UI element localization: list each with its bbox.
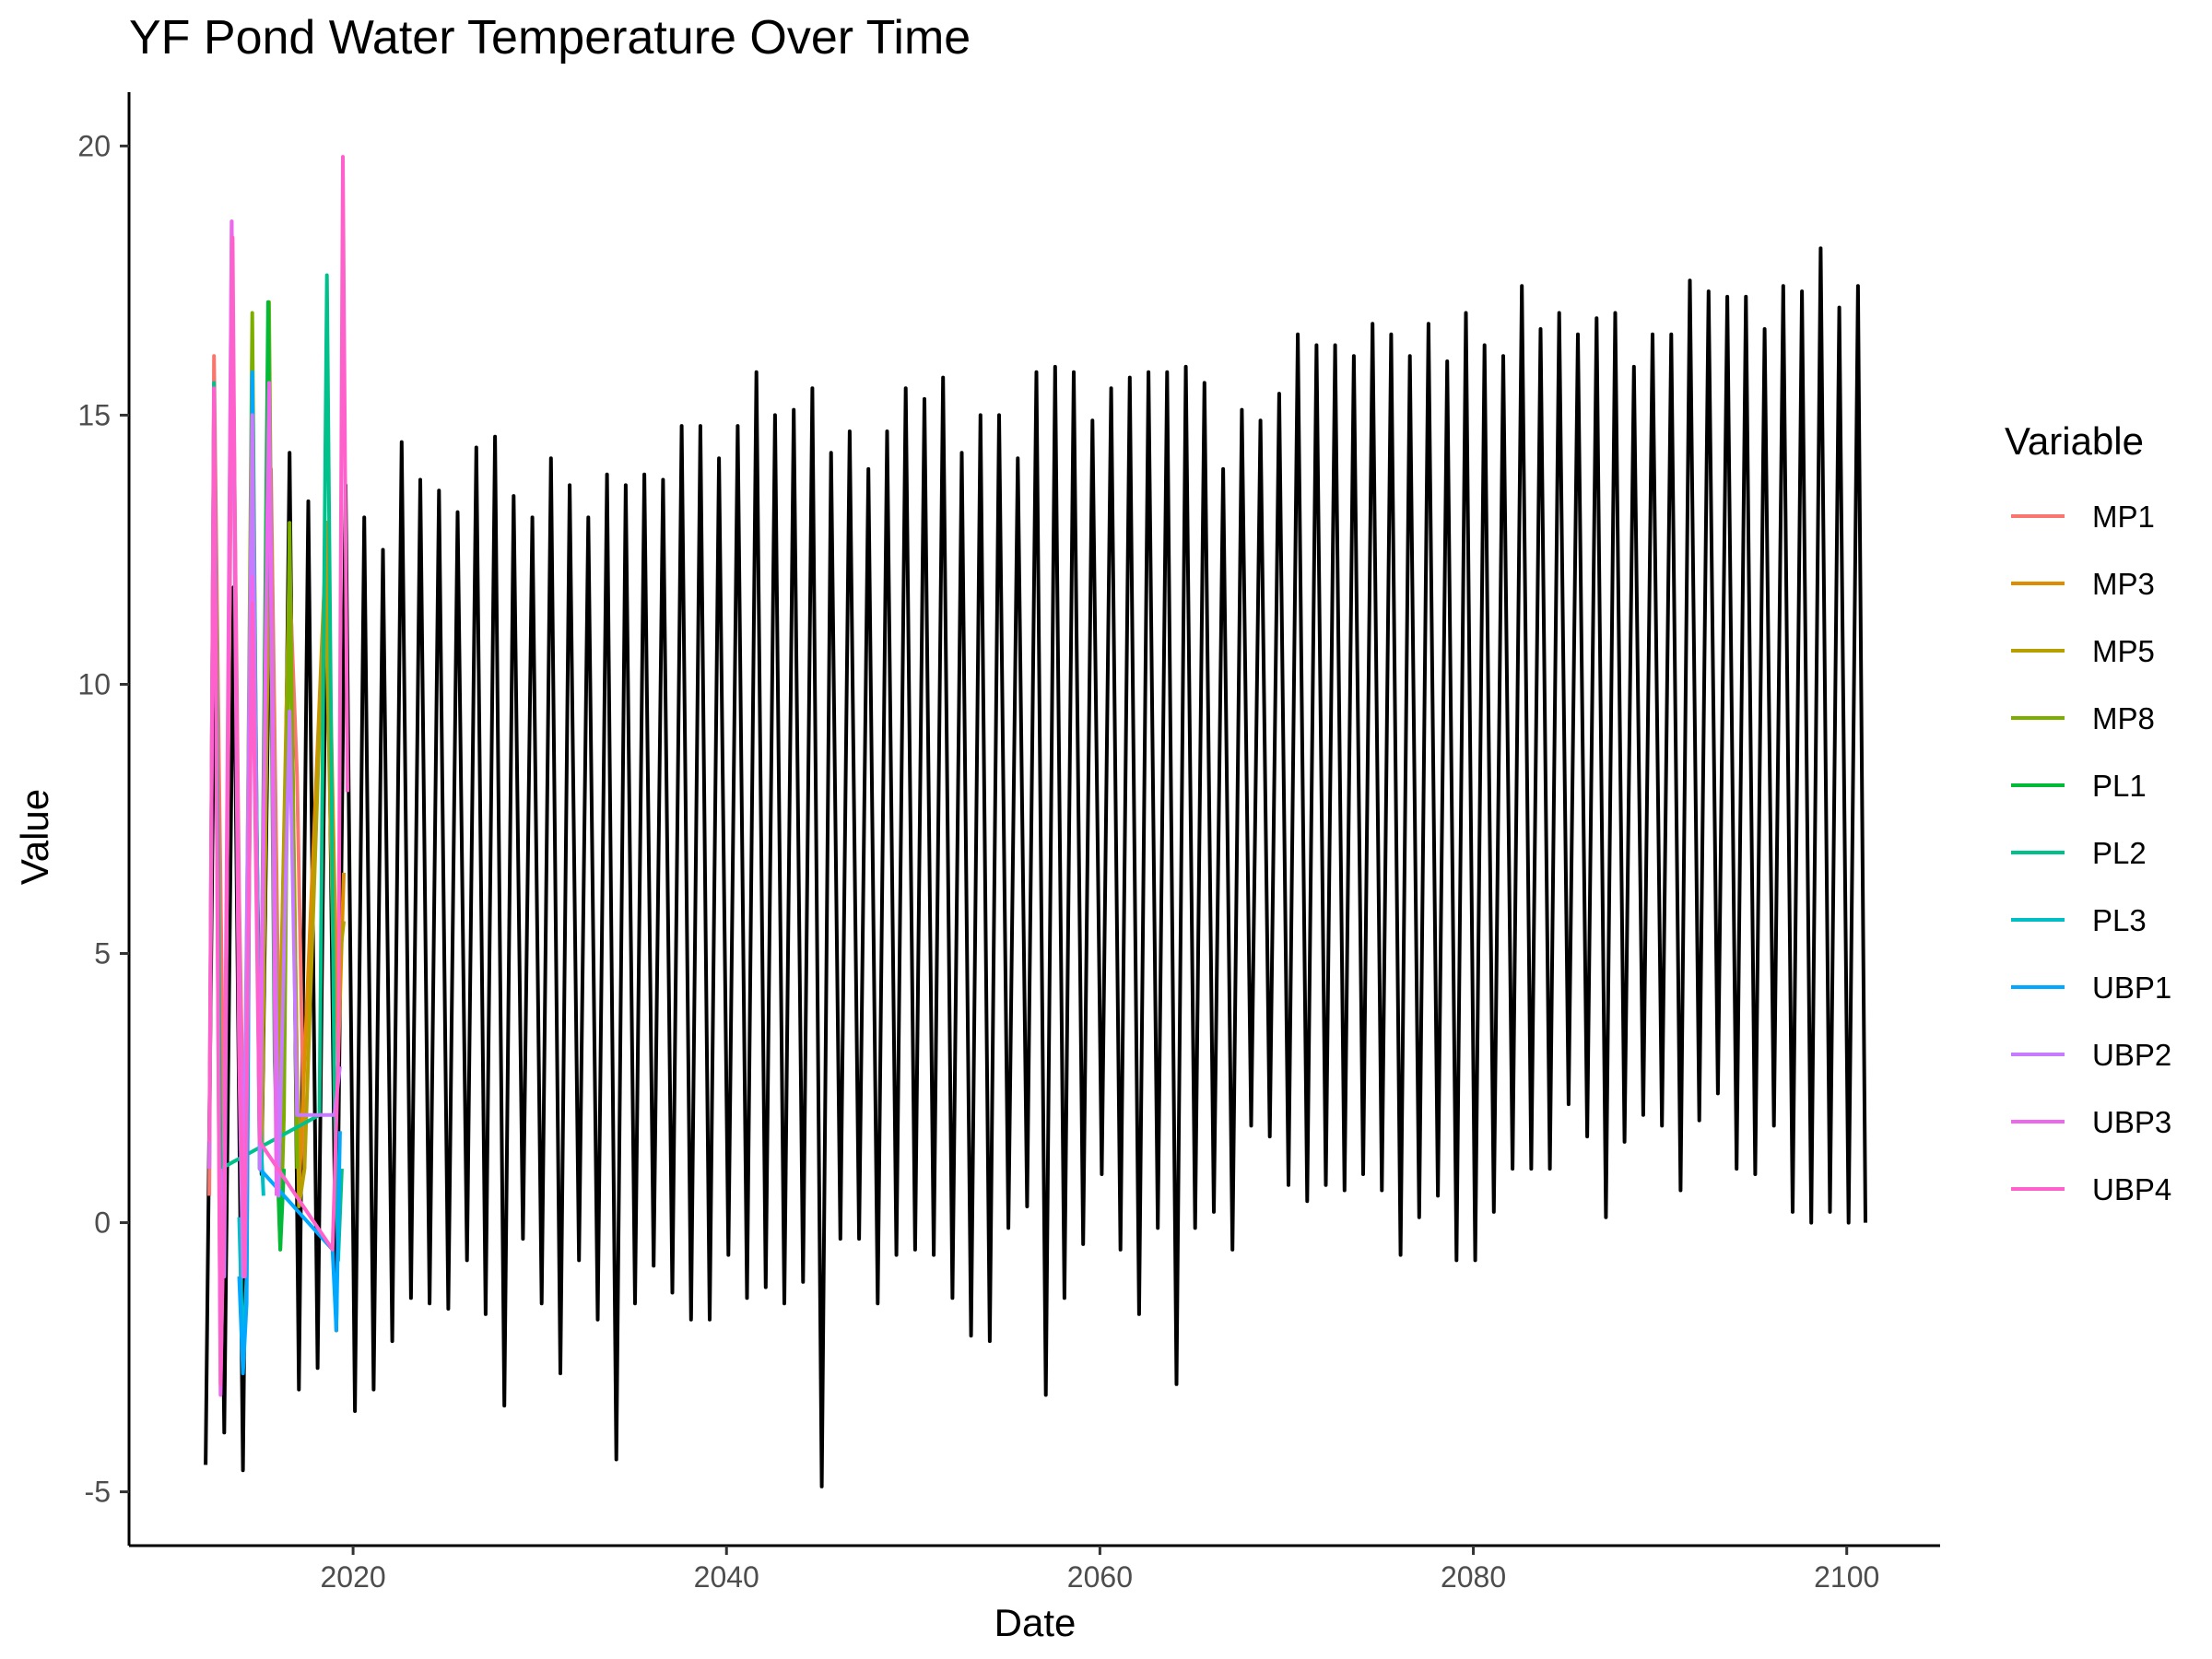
x-axis-ticks: 2020 2040 2060 2080 2100	[320, 1546, 1879, 1594]
y-tick-label: 15	[77, 398, 111, 431]
y-tick-label: 5	[94, 937, 111, 971]
y-tick-label: 0	[94, 1206, 111, 1240]
legend-label-ubp3: UBP3	[2092, 1105, 2171, 1139]
x-tick-label: 2060	[1067, 1560, 1133, 1594]
x-axis-title: Date	[994, 1601, 1077, 1644]
y-tick-label: 10	[77, 667, 111, 700]
legend-label-mp8: MP8	[2092, 701, 2155, 735]
legend-label-pl1: PL1	[2092, 769, 2147, 803]
plot-area	[204, 155, 1867, 1488]
x-tick-label: 2040	[694, 1560, 759, 1594]
legend-label-ubp1: UBP1	[2092, 971, 2171, 1005]
legend-label-ubp4: UBP4	[2092, 1172, 2171, 1206]
legend-items: MP1 MP3 MP5 MP8 PL1 PL2 PL3 UBP1 UBP2 UBP3 UBP4	[2011, 500, 2171, 1206]
legend-label-mp3: MP3	[2092, 567, 2155, 601]
y-tick-label: 20	[77, 129, 111, 162]
chart-title: YF Pond Water Temperature Over Time	[129, 11, 971, 65]
legend-label-pl3: PL3	[2092, 903, 2147, 937]
series-line-observed	[204, 246, 1867, 1488]
y-axis-ticks: -5 0 5 10 15 20	[77, 129, 129, 1509]
legend-label-mp1: MP1	[2092, 500, 2155, 534]
x-tick-label: 2100	[1814, 1560, 1879, 1594]
legend-label-pl2: PL2	[2092, 836, 2147, 870]
series-line-ubp4	[207, 155, 349, 1386]
y-axis-title: Value	[13, 789, 56, 885]
legend-label-ubp2: UBP2	[2092, 1038, 2171, 1072]
legend: Variable MP1 MP3 MP5 MP8 PL1 PL2 PL3 UBP1 UBP2 UB…	[2005, 419, 2171, 1206]
legend-title: Variable	[2005, 419, 2144, 463]
legend-label-mp5: MP5	[2092, 634, 2155, 668]
x-tick-label: 2080	[1441, 1560, 1506, 1594]
x-tick-label: 2020	[320, 1560, 385, 1594]
y-tick-label: -5	[85, 1476, 111, 1509]
